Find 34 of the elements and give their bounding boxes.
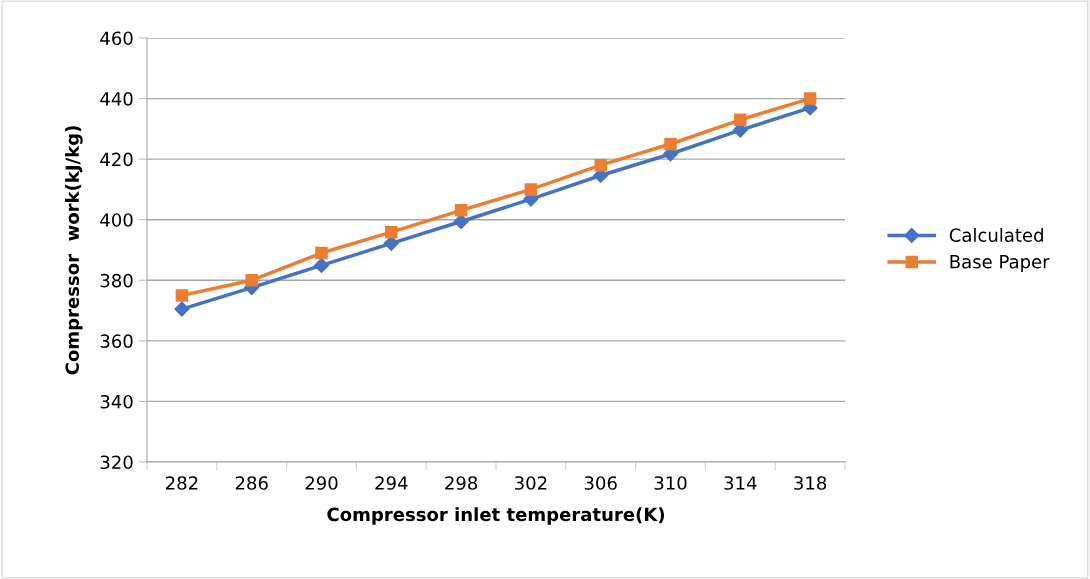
- legend-label: Calculated: [949, 228, 1043, 242]
- y-tick-label: 380: [100, 273, 133, 288]
- x-tick-label: 302: [515, 476, 547, 490]
- y-tick-label: 460: [100, 31, 133, 46]
- y-tick-label: 440: [100, 92, 133, 106]
- y-axis-title: Compressor work(kJ/kg): [65, 126, 83, 375]
- y-tick-label: 340: [100, 394, 133, 409]
- x-tick-label: 306: [584, 476, 617, 490]
- y-tick-label: 320: [100, 455, 133, 470]
- point: [524, 183, 538, 196]
- x-tick-label: 294: [375, 476, 408, 490]
- x-tick-label: 290: [305, 476, 338, 490]
- point: [313, 257, 330, 274]
- x-tick-label: 298: [445, 476, 478, 490]
- point: [454, 204, 468, 217]
- x-tick-label: 318: [794, 476, 827, 490]
- point: [315, 246, 328, 260]
- point: [175, 289, 189, 302]
- point: [385, 225, 398, 239]
- x-tick-label: 314: [724, 476, 757, 490]
- point: [174, 301, 190, 317]
- y-tick-label: 360: [100, 334, 133, 348]
- x-tick-label: 310: [654, 476, 687, 490]
- point: [245, 274, 258, 287]
- point: [803, 92, 817, 105]
- point: [734, 113, 747, 127]
- x-tick-label: 286: [235, 476, 268, 490]
- legend-label: Base Paper: [950, 255, 1050, 272]
- y-tick-label: 400: [100, 213, 133, 227]
- point: [664, 137, 677, 151]
- x-tick-label: 282: [165, 476, 198, 490]
- point: [594, 158, 607, 172]
- y-tick-label: 420: [100, 152, 133, 167]
- x-axis-title: Compressor inlet temperature(K): [327, 507, 664, 525]
